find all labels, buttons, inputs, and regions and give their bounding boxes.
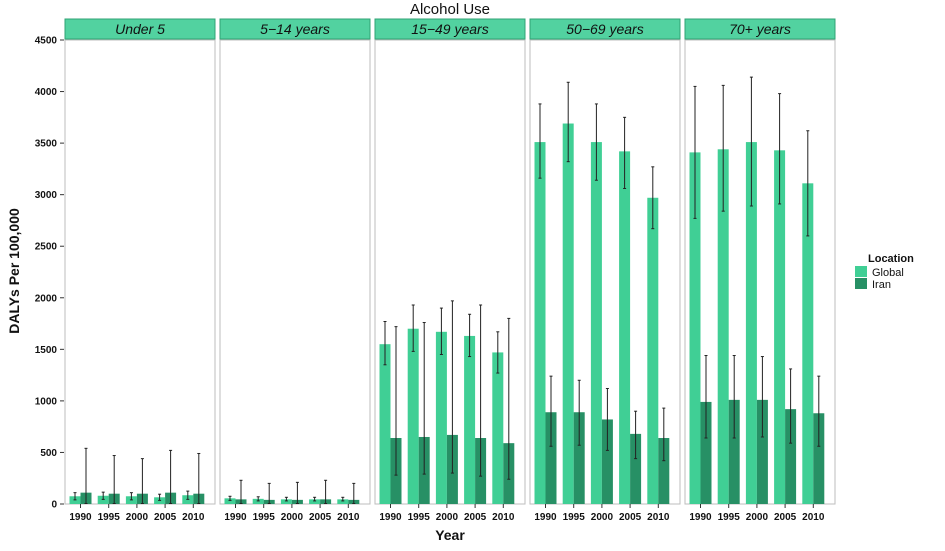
y-tick-label: 2000 [35, 293, 58, 304]
bar-global [562, 123, 574, 505]
bar-iran [573, 412, 585, 504]
facet-strip-label: Under 5 [115, 21, 165, 37]
bar-global [224, 498, 236, 504]
bar-global [492, 352, 504, 504]
x-tick-label: 2000 [436, 512, 459, 523]
x-tick-label: 2010 [337, 512, 360, 523]
bar-iran [630, 433, 642, 504]
bar-global [435, 331, 447, 504]
y-tick-label: 2500 [35, 242, 58, 253]
bar-global [407, 328, 419, 504]
x-tick-label: 2000 [281, 512, 304, 523]
facet-strip [374, 18, 526, 40]
bar-global [379, 344, 391, 504]
bar-global [647, 197, 659, 504]
y-tick-label: 3000 [35, 190, 58, 201]
facet-panel: 70+ years 1990 1995 2000 2005 2010 [684, 18, 836, 523]
x-tick-label: 2000 [746, 512, 769, 523]
bar-global [97, 495, 109, 504]
facet-strip-label: 70+ years [729, 21, 791, 37]
bar-global [802, 183, 814, 504]
x-tick-label: 1995 [98, 512, 121, 523]
x-tick-label: 2010 [182, 512, 205, 523]
y-tick-label: 3500 [35, 139, 58, 150]
bar-global [337, 499, 349, 504]
bar-global [464, 335, 476, 504]
x-tick-label: 1995 [253, 512, 276, 523]
x-tick-label: 1990 [689, 512, 712, 523]
facet-strip [529, 18, 681, 40]
legend-label-iran: Iran [872, 279, 891, 291]
legend: Location Global Iran [855, 253, 914, 291]
bar-global [774, 150, 786, 504]
legend-title: Location [868, 253, 914, 265]
x-tick-label: 1990 [534, 512, 557, 523]
bar-iran [813, 413, 825, 504]
bar-iran [700, 401, 712, 504]
panel-border [64, 39, 216, 505]
legend-swatch-global [855, 266, 867, 277]
bar-iran [658, 438, 670, 504]
chart-title: Alcohol Use [410, 1, 490, 18]
bar-global [309, 499, 321, 504]
facet-panel: 50−69 years 1990 1995 2000 2005 2010 [529, 18, 681, 523]
facet-strip [64, 18, 216, 40]
bar-global [590, 142, 602, 504]
x-tick-label: 1990 [69, 512, 92, 523]
facet-strip-label: 15−49 years [411, 21, 488, 37]
x-axis-title: Year [435, 527, 465, 543]
x-tick-label: 2005 [774, 512, 797, 523]
x-tick-label: 2000 [126, 512, 149, 523]
x-tick-label: 2005 [309, 512, 332, 523]
bar-global [689, 152, 701, 504]
x-tick-label: 1990 [224, 512, 247, 523]
bar-global [534, 142, 546, 504]
x-tick-label: 2005 [464, 512, 487, 523]
bar-iran [601, 419, 613, 504]
x-tick-label: 2005 [154, 512, 177, 523]
facet-strip-label: 50−69 years [566, 21, 643, 37]
x-tick-label: 2005 [619, 512, 642, 523]
facet-strip [219, 18, 371, 40]
y-tick-label: 4500 [35, 36, 58, 47]
y-tick-label: 1500 [35, 345, 58, 356]
y-tick-label: 0 [51, 500, 57, 511]
bar-iran [756, 399, 768, 504]
facet-panel: 15−49 years 1990 1995 2000 2005 2010 [374, 18, 526, 523]
bar-global [745, 142, 757, 504]
bar-iran [545, 412, 557, 504]
facet-strip-label: 5−14 years [260, 21, 330, 37]
y-tick-label: 500 [40, 448, 57, 459]
facet-strip [684, 18, 836, 40]
facet-panels: Under 5 1990 1995 2000 2005 2010 5−14 years 199… [64, 18, 836, 523]
bar-global [280, 499, 292, 504]
x-tick-label: 1995 [408, 512, 431, 523]
panel-border [219, 39, 371, 505]
x-tick-label: 1990 [379, 512, 402, 523]
bar-global [717, 149, 729, 504]
bar-global [619, 151, 631, 505]
bar-iran [785, 409, 797, 504]
x-tick-label: 2000 [591, 512, 614, 523]
x-tick-label: 2010 [492, 512, 515, 523]
bar-global [252, 498, 264, 504]
x-tick-label: 1995 [718, 512, 741, 523]
facet-panel: 5−14 years 1990 1995 2000 2005 2010 [219, 18, 371, 523]
y-axis-title: DALYs Per 100,000 [6, 208, 22, 334]
x-tick-label: 2010 [647, 512, 670, 523]
bar-iran [728, 399, 740, 504]
x-tick-label: 1995 [563, 512, 586, 523]
y-tick-label: 1000 [35, 396, 58, 407]
y-axis: 0 500 1000 1500 2000 2500 3000 3500 4000 4500 [35, 36, 64, 511]
facet-panel: Under 5 1990 1995 2000 2005 2010 [64, 18, 216, 523]
y-tick-label: 4000 [35, 87, 58, 98]
legend-swatch-iran [855, 278, 867, 289]
legend-label-global: Global [872, 267, 904, 279]
x-tick-label: 2010 [802, 512, 825, 523]
